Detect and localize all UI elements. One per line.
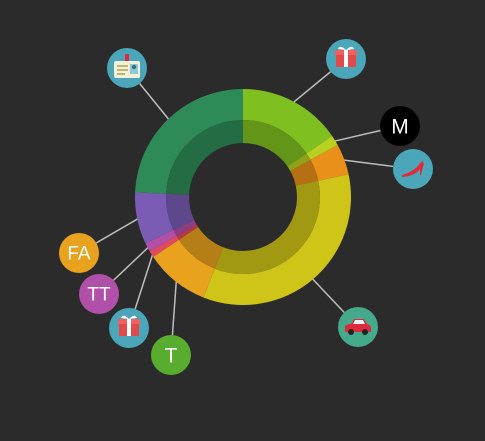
connector-line <box>134 252 154 310</box>
badge-label: M <box>391 116 409 139</box>
connector-line <box>311 277 345 313</box>
id-badge-icon <box>114 54 140 78</box>
badge-circle <box>59 233 99 273</box>
badge-circle <box>79 274 119 314</box>
badge-id-badge[interactable] <box>107 48 147 88</box>
slice-1 <box>306 135 338 160</box>
connector-line <box>291 71 332 104</box>
badge-t[interactable]: T <box>151 335 191 375</box>
badge-circle <box>380 106 420 146</box>
badge-label: FA <box>67 244 91 265</box>
connector-line <box>342 159 394 168</box>
badge-label: T <box>165 345 178 368</box>
slice-6 <box>145 229 177 252</box>
car-icon <box>345 319 371 335</box>
connector-line <box>139 83 171 121</box>
slice-inner-1 <box>287 153 311 171</box>
badge-gift[interactable] <box>109 308 149 348</box>
slice-7 <box>134 192 174 244</box>
slice-3 <box>203 174 351 306</box>
high-heel-icon <box>402 161 424 177</box>
badge-car[interactable] <box>338 307 378 347</box>
slice-5 <box>149 235 179 257</box>
slice-inner-6 <box>173 220 197 236</box>
connector-line <box>171 279 178 336</box>
badge-tt[interactable]: TT <box>79 274 119 314</box>
slice-inner-0 <box>243 120 307 167</box>
slice-8 <box>135 89 243 194</box>
slice-layer <box>134 89 351 306</box>
badge-high-heel[interactable] <box>393 149 433 189</box>
gift-icon <box>335 46 357 67</box>
badge-circle <box>151 335 191 375</box>
slice-0 <box>243 89 333 154</box>
slice-inner-4 <box>178 226 224 269</box>
connector-line <box>333 129 381 143</box>
badge-fa[interactable]: FA <box>59 233 99 273</box>
slice-inner-7 <box>166 193 195 230</box>
connector-layer <box>95 71 394 336</box>
connector-line <box>95 217 140 244</box>
slice-inner-3 <box>214 180 320 275</box>
badge-label: TT <box>87 285 111 306</box>
slice-inner-5 <box>176 224 199 240</box>
slice-inner-8 <box>166 120 243 195</box>
slice-4 <box>153 239 215 298</box>
badge-m[interactable]: M <box>380 106 420 146</box>
slice-inner-2 <box>290 159 319 186</box>
badge-circle <box>393 149 433 189</box>
slice-2 <box>310 144 349 181</box>
gift-icon <box>118 315 140 336</box>
badge-gift[interactable] <box>326 39 366 79</box>
connector-line <box>113 245 150 281</box>
